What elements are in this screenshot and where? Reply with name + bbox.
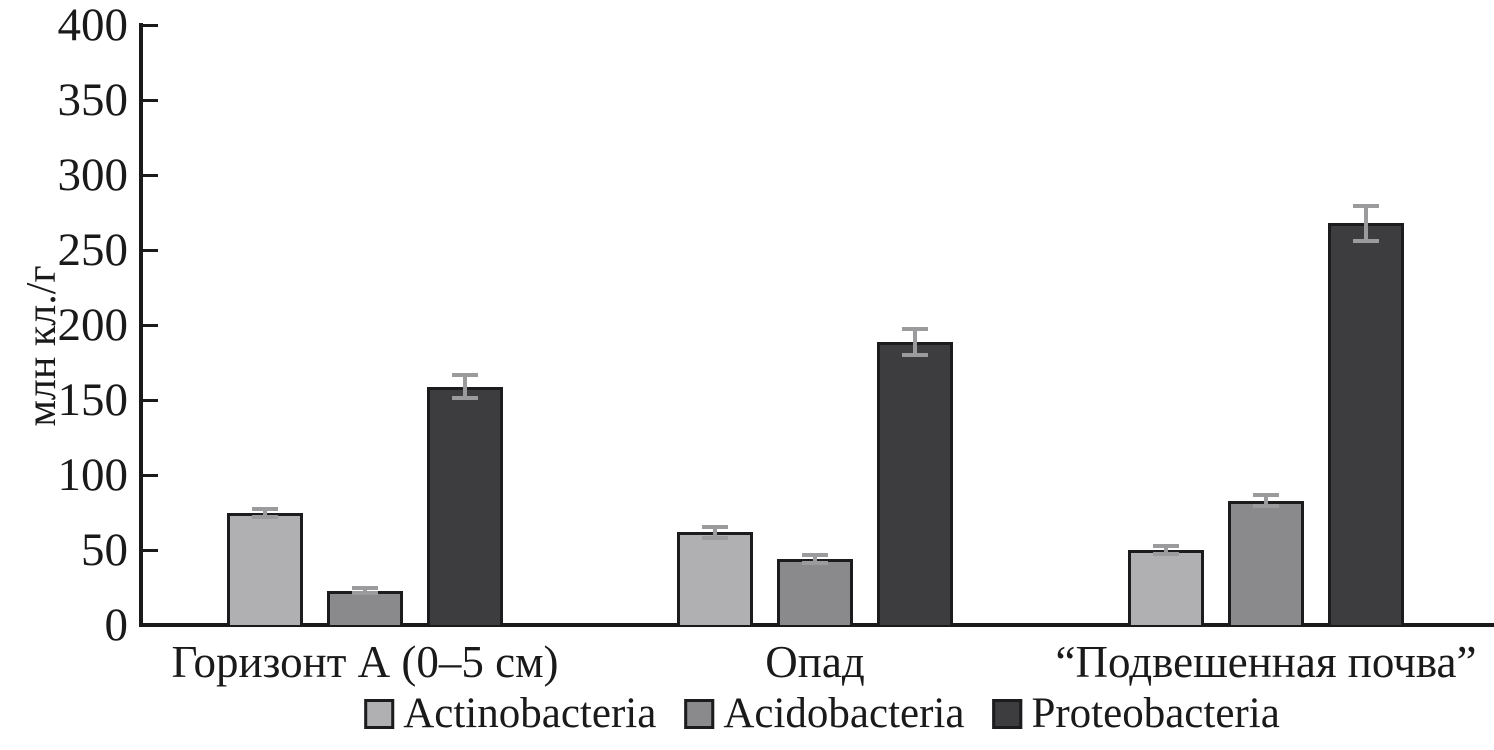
error-bar-cap-bottom <box>802 561 828 565</box>
y-tick-label-200: 200 <box>57 299 129 351</box>
error-bar-proteobacteria-group2 <box>902 326 928 357</box>
bar-actinobacteria-group1 <box>227 512 303 625</box>
legend-label-acidobacteria: Acidobacteria <box>723 690 965 737</box>
y-tick-label-250: 250 <box>57 224 129 276</box>
y-tick-label-400: 400 <box>57 0 129 51</box>
error-bar-cap-top <box>1153 544 1179 548</box>
y-tick-100 <box>143 474 158 477</box>
error-bar-cap-bottom <box>352 591 378 595</box>
error-bar-cap-top <box>452 373 478 377</box>
error-bar-cap-top <box>702 524 728 529</box>
error-bar-actinobacteria-group2 <box>702 524 728 540</box>
bar-proteobacteria-group2 <box>877 341 953 625</box>
y-tick-label-150: 150 <box>57 374 129 426</box>
bar-actinobacteria-group2 <box>677 532 753 625</box>
category-label-1: Горизонт А (0–5 см) <box>171 637 559 687</box>
y-tick-50 <box>143 549 158 552</box>
legend-item-proteobacteria: Proteobacteria <box>992 690 1280 737</box>
y-tick-label-100: 100 <box>57 449 129 501</box>
legend: Actinobacteria Acidobacteria Proteobacteri… <box>364 691 1280 737</box>
error-bar-cap-bottom <box>702 535 728 540</box>
bar-actinobacteria-group3 <box>1128 550 1204 625</box>
bar-acidobacteria-group1 <box>327 590 403 625</box>
x-axis <box>139 623 1494 627</box>
bar-proteobacteria-group3 <box>1328 223 1404 625</box>
error-bar-stem <box>913 326 917 357</box>
error-bar-stem <box>713 524 717 540</box>
legend-label-actinobacteria: Actinobacteria <box>403 690 657 737</box>
category-label-3: “Подвешенная почва” <box>1055 637 1477 687</box>
error-bar-stem <box>363 586 367 595</box>
error-bar-cap-bottom <box>1253 504 1279 508</box>
error-bar-actinobacteria-group1 <box>252 506 278 519</box>
error-bar-actinobacteria-group3 <box>1153 544 1179 556</box>
error-bar-acidobacteria-group3 <box>1253 493 1279 508</box>
y-tick-400 <box>143 24 158 27</box>
error-bar-cap-top <box>1253 493 1279 497</box>
y-tick-350 <box>143 99 158 102</box>
y-tick-250 <box>143 249 158 252</box>
y-tick-label-0: 0 <box>104 599 129 651</box>
legend-item-acidobacteria: Acidobacteria <box>684 691 964 737</box>
error-bar-acidobacteria-group2 <box>802 553 828 565</box>
error-bar-cap-bottom <box>1153 552 1179 556</box>
error-bar-cap-top <box>1353 203 1379 208</box>
y-tick-150 <box>143 399 158 402</box>
error-bar-cap-bottom <box>1353 238 1379 243</box>
error-bar-stem <box>1264 493 1268 508</box>
error-bar-proteobacteria-group1 <box>452 373 478 400</box>
error-bar-cap-bottom <box>902 352 928 357</box>
y-tick-200 <box>143 324 158 327</box>
error-bar-cap-top <box>352 586 378 590</box>
error-bar-stem <box>463 373 467 400</box>
category-label-2: Опад <box>765 637 865 687</box>
legend-item-actinobacteria: Actinobacteria <box>364 691 656 737</box>
error-bar-cap-top <box>902 326 928 331</box>
y-tick-label-350: 350 <box>57 74 129 126</box>
error-bar-acidobacteria-group1 <box>352 586 378 595</box>
bar-acidobacteria-group3 <box>1228 500 1304 625</box>
y-tick-0 <box>143 624 158 627</box>
error-bar-cap-top <box>802 553 828 557</box>
error-bar-stem <box>1164 544 1168 556</box>
error-bar-cap-top <box>252 506 278 511</box>
legend-swatch-acidobacteria <box>684 699 715 729</box>
legend-swatch-proteobacteria <box>992 699 1023 729</box>
error-bar-cap-bottom <box>452 396 478 400</box>
error-bar-stem <box>1364 203 1368 243</box>
y-axis <box>139 23 143 627</box>
error-bar-proteobacteria-group3 <box>1353 203 1379 243</box>
bar-acidobacteria-group2 <box>777 559 853 625</box>
error-bar-cap-bottom <box>252 514 278 519</box>
error-bar-stem <box>813 553 817 565</box>
error-bar-stem <box>263 506 267 519</box>
legend-swatch-actinobacteria <box>364 699 395 729</box>
y-tick-300 <box>143 174 158 177</box>
legend-label-proteobacteria: Proteobacteria <box>1031 690 1280 737</box>
y-tick-label-50: 50 <box>81 524 128 576</box>
y-tick-label-300: 300 <box>57 149 129 201</box>
bar-proteobacteria-group1 <box>427 386 503 625</box>
